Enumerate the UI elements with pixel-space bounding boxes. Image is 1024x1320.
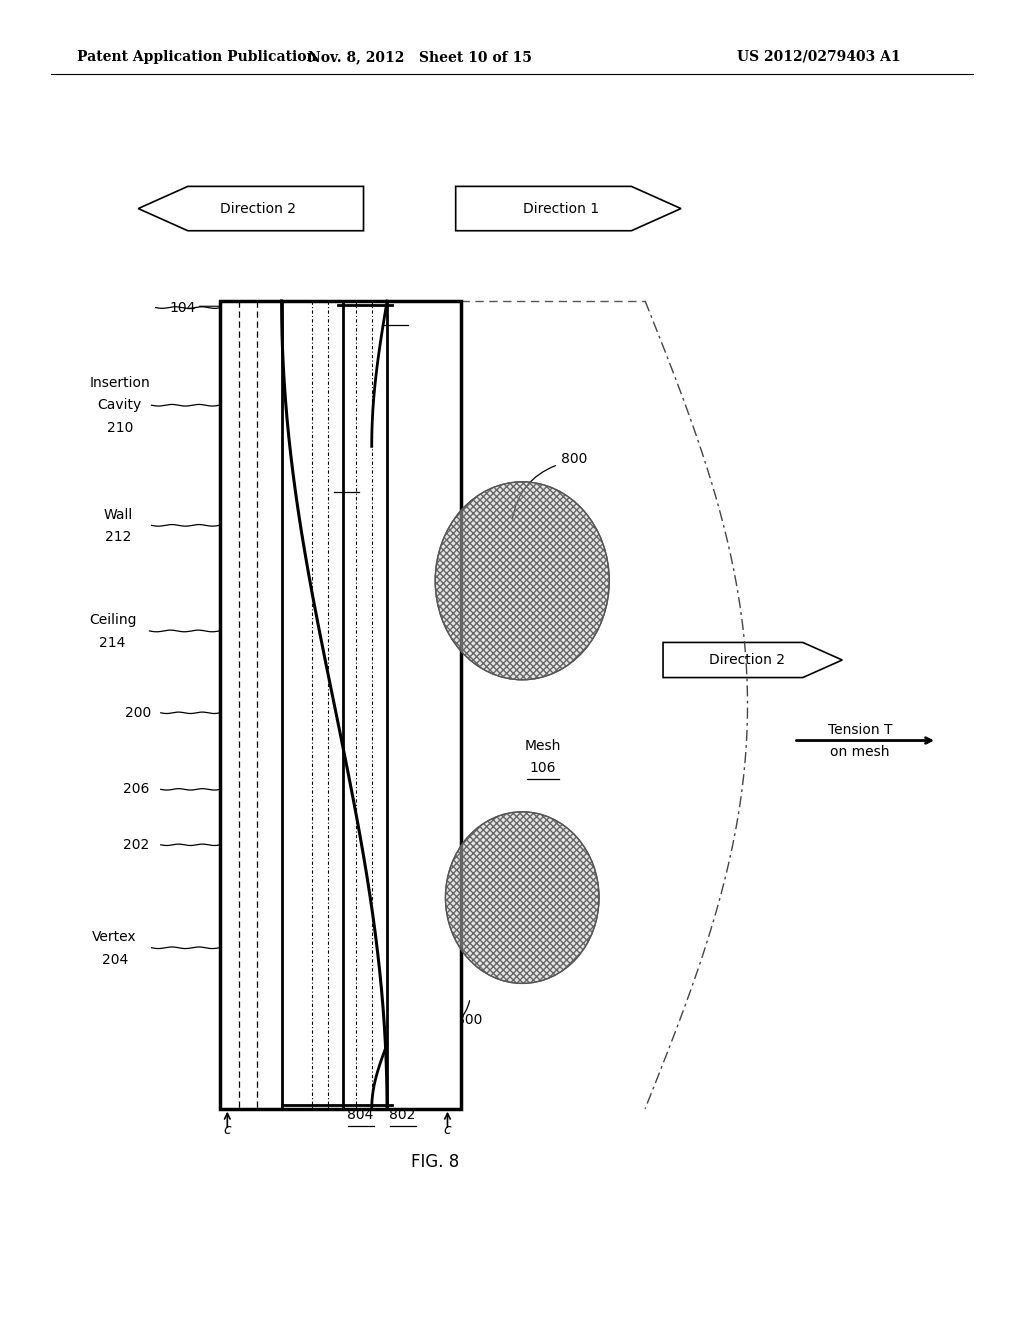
- Text: Tension T: Tension T: [828, 723, 892, 737]
- Polygon shape: [138, 186, 364, 231]
- Text: Patent Application Publication: Patent Application Publication: [77, 50, 316, 63]
- Text: 106: 106: [529, 762, 556, 775]
- Text: 300: 300: [333, 475, 359, 488]
- Text: US 2012/0279403 A1: US 2012/0279403 A1: [737, 50, 901, 63]
- Text: 210: 210: [106, 421, 133, 434]
- Text: Ceiling: Ceiling: [89, 614, 136, 627]
- Text: Direction 1: Direction 1: [523, 202, 599, 215]
- Text: Mesh: Mesh: [524, 739, 561, 752]
- Text: on mesh: on mesh: [830, 746, 890, 759]
- Text: Direction 2: Direction 2: [709, 653, 784, 667]
- Text: 204: 204: [101, 953, 128, 966]
- Text: 202: 202: [123, 838, 150, 851]
- Polygon shape: [456, 186, 681, 231]
- Text: 214: 214: [99, 636, 126, 649]
- Text: Wall: Wall: [103, 508, 132, 521]
- Text: 802: 802: [389, 1109, 416, 1122]
- Text: 206: 206: [123, 783, 150, 796]
- Text: 800: 800: [561, 453, 588, 466]
- Text: 804: 804: [381, 308, 408, 321]
- Bar: [220, 301, 461, 1109]
- Text: Insertion: Insertion: [89, 376, 151, 389]
- Polygon shape: [664, 643, 842, 677]
- Text: Vertex: Vertex: [92, 931, 137, 944]
- Text: FIG. 8: FIG. 8: [411, 1152, 460, 1171]
- Text: Direction 2: Direction 2: [220, 202, 296, 215]
- Ellipse shape: [445, 812, 599, 983]
- Text: c: c: [443, 1123, 452, 1137]
- Text: 212: 212: [104, 531, 131, 544]
- Text: c: c: [223, 1123, 231, 1137]
- Ellipse shape: [435, 482, 609, 680]
- Text: 800: 800: [456, 1014, 482, 1027]
- Text: 804: 804: [347, 1109, 374, 1122]
- Text: Nov. 8, 2012   Sheet 10 of 15: Nov. 8, 2012 Sheet 10 of 15: [308, 50, 531, 63]
- Text: Cavity: Cavity: [97, 399, 142, 412]
- Text: 200: 200: [125, 706, 152, 719]
- Text: 104: 104: [169, 301, 196, 314]
